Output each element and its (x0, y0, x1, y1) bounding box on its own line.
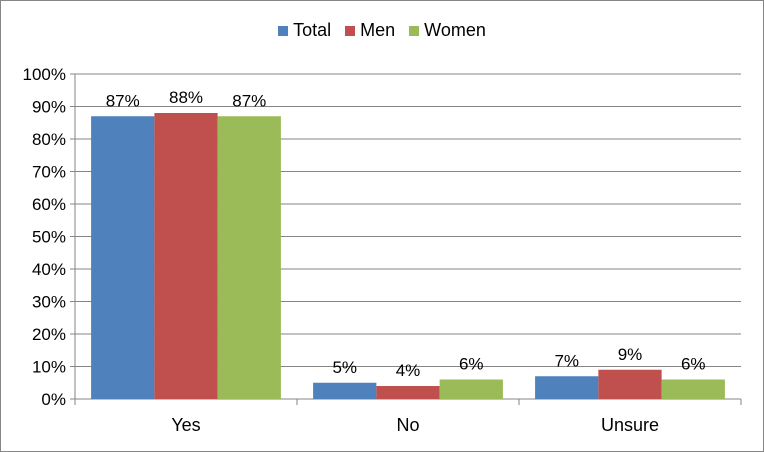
legend: Total Men Women (0, 20, 764, 41)
bar-men-unsure (598, 369, 662, 399)
legend-label-total: Total (293, 20, 332, 40)
bar-total-no (313, 382, 377, 399)
legend-item-men: Men (345, 20, 395, 41)
y-tick-label: 0% (41, 390, 66, 409)
y-tick-label: 100% (23, 65, 66, 84)
legend-item-total: Total (278, 20, 331, 41)
legend-label-men: Men (360, 20, 396, 40)
bar-men-no (376, 386, 440, 399)
legend-swatch-men (345, 25, 356, 36)
bar-men-yes (154, 113, 218, 399)
y-tick-label: 70% (32, 163, 66, 182)
data-label: 6% (681, 355, 706, 374)
legend-label-women: Women (424, 20, 486, 40)
data-label: 5% (332, 358, 357, 377)
data-label: 87% (106, 91, 140, 110)
data-label: 9% (618, 345, 643, 364)
data-label: 6% (459, 355, 484, 374)
y-tick-label: 90% (32, 98, 66, 117)
data-label: 88% (169, 88, 203, 107)
x-tick-label: No (396, 415, 419, 435)
bar-total-yes (91, 116, 155, 399)
legend-swatch-women (409, 25, 420, 36)
data-label: 87% (232, 91, 266, 110)
y-tick-label: 50% (32, 228, 66, 247)
bar-women-no (439, 379, 503, 399)
bar-total-unsure (535, 376, 599, 399)
bar-women-unsure (661, 379, 725, 399)
y-tick-label: 80% (32, 130, 66, 149)
legend-swatch-total (278, 25, 289, 36)
bar-women-yes (217, 116, 281, 399)
y-tick-label: 30% (32, 293, 66, 312)
legend-item-women: Women (409, 20, 486, 41)
x-tick-label: Yes (171, 415, 200, 435)
y-tick-label: 10% (32, 358, 66, 377)
data-label: 4% (396, 361, 421, 380)
y-tick-label: 40% (32, 260, 66, 279)
y-tick-label: 20% (32, 325, 66, 344)
y-tick-label: 60% (32, 195, 66, 214)
data-label: 7% (554, 351, 579, 370)
x-tick-label: Unsure (601, 415, 659, 435)
